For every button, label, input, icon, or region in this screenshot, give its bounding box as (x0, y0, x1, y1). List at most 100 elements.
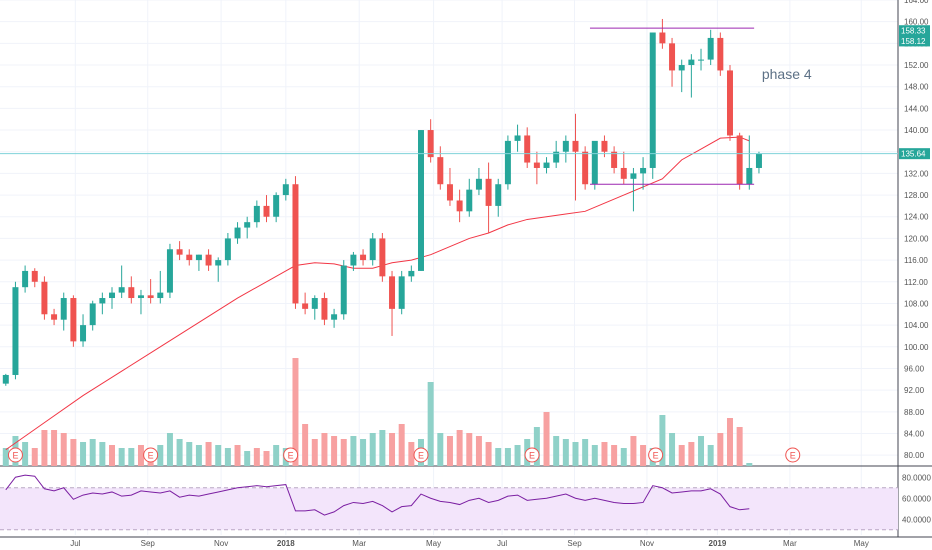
candle-body (234, 227, 241, 239)
volume-bar (128, 448, 135, 466)
volume-bar (60, 433, 67, 466)
candle-body (591, 140, 598, 185)
candle-body (524, 135, 531, 163)
candle-body (147, 295, 154, 299)
candle-body (611, 151, 618, 168)
candle-body (437, 157, 444, 185)
candle-body (253, 205, 260, 223)
price-badge (899, 148, 930, 160)
volume-bar (640, 445, 647, 466)
volume-bar (205, 442, 212, 466)
x-tick-label: May (426, 539, 441, 548)
candle-body (582, 151, 589, 185)
candle-body (137, 295, 144, 299)
volume-bar (70, 439, 77, 466)
volume-bar (166, 433, 173, 466)
volume-bar (360, 439, 367, 466)
volume-bar (22, 442, 29, 466)
volume-bar (311, 439, 318, 466)
rsi-tick-label: 80.0000 (902, 473, 931, 482)
x-tick-label: May (854, 539, 869, 548)
y-tick-label: 116.00 (904, 256, 928, 265)
volume-bar (611, 445, 618, 466)
volume-bar (572, 442, 579, 466)
volume-bars (2, 358, 753, 466)
candle-body (360, 254, 367, 261)
candle-body (698, 59, 705, 61)
candle-body (128, 287, 135, 299)
candle-body (186, 254, 193, 261)
candle-body (427, 130, 434, 158)
volume-bar (620, 448, 627, 466)
candle-body (60, 298, 67, 320)
y-tick-label: 160.00 (904, 18, 929, 27)
candle-body (514, 135, 521, 141)
y-tick-label: 84.00 (904, 429, 925, 438)
candle-body (331, 314, 338, 320)
volume-bar (369, 433, 376, 466)
volume-bar (302, 424, 309, 466)
candle-body (89, 303, 96, 326)
candle-body (755, 153, 762, 168)
volume-bar (99, 442, 106, 466)
x-tick-label: Jul (497, 539, 507, 548)
earnings-marker (524, 447, 540, 463)
y-tick-label: 100.00 (904, 343, 929, 352)
candle-body (31, 270, 38, 282)
candle-body (176, 249, 183, 255)
earnings-marker (143, 447, 159, 463)
volume-bar (630, 436, 637, 466)
y-tick-label: 88.00 (904, 408, 925, 417)
candle-body (282, 184, 289, 196)
price-badge (899, 35, 930, 47)
volume-bar (408, 442, 415, 466)
y-tick-label: 112.00 (904, 278, 928, 287)
candle-body (389, 276, 396, 309)
volume-bar (89, 439, 96, 466)
candle-body (195, 254, 202, 261)
y-tick-label: 104.00 (904, 321, 929, 330)
x-tick-label: Sep (141, 539, 156, 548)
rsi-line (5, 474, 750, 516)
volume-bar (51, 430, 58, 466)
x-tick-label: Mar (783, 539, 797, 548)
volume-bar (31, 448, 38, 466)
candle-body (562, 140, 569, 152)
price-badge-label: 158.12 (901, 37, 926, 46)
candle-body (485, 178, 492, 206)
volume-bar (746, 463, 753, 466)
candle-body (736, 135, 743, 185)
price-badge-label: 135.64 (901, 150, 926, 159)
candle-body (22, 270, 29, 288)
candle-body (205, 254, 212, 266)
y-tick-label: 132.00 (904, 169, 929, 178)
volume-bar (331, 436, 338, 466)
earnings-marker-label: E (653, 451, 659, 461)
candle-body (408, 270, 415, 277)
candle-body (640, 167, 647, 174)
volume-bar (475, 436, 482, 466)
x-tick-label: Nov (214, 539, 228, 548)
volume-bar (321, 433, 328, 466)
candle-body (620, 167, 627, 179)
candle-body (543, 162, 550, 168)
volume-bar (224, 448, 231, 466)
candle-body (273, 195, 280, 217)
range-lines (0, 27, 898, 185)
earnings-marker (283, 447, 299, 463)
candle-body (2, 374, 9, 384)
volume-bar (562, 439, 569, 466)
y-tick-label: 140.00 (904, 126, 929, 135)
candle-body (456, 200, 463, 212)
volume-bar (292, 358, 299, 466)
volume-bar (253, 448, 260, 466)
candle-body (475, 178, 482, 190)
volume-bar (137, 445, 144, 466)
earnings-marker-label: E (529, 451, 535, 461)
y-tick-label: 92.00 (904, 386, 925, 395)
volume-bar (543, 412, 550, 466)
volume-bar (244, 451, 251, 466)
candle-body (688, 59, 695, 66)
